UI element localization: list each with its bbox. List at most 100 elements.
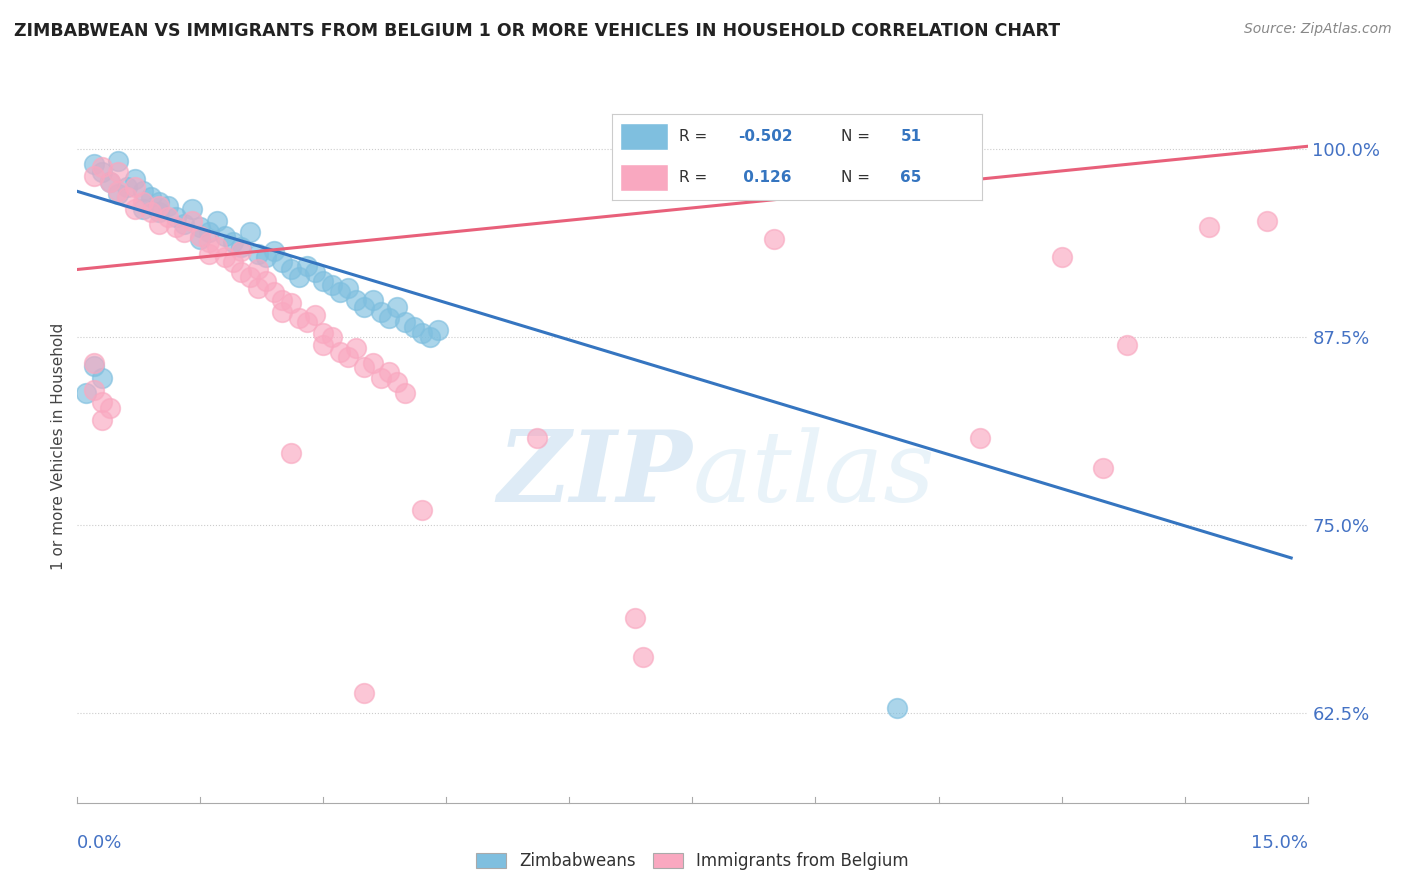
Point [124, 202, 146, 217]
Point [148, 199, 170, 213]
Point [90, 394, 114, 409]
Point [337, 350, 360, 364]
Point [1198, 220, 1220, 235]
Point [115, 179, 138, 194]
Point [83, 169, 105, 184]
Text: Source: ZipAtlas.com: Source: ZipAtlas.com [1244, 22, 1392, 37]
Point [344, 293, 367, 307]
Point [254, 251, 277, 265]
Point [353, 360, 375, 375]
Text: 0.0%: 0.0% [77, 834, 122, 852]
Point [370, 370, 392, 384]
Point [156, 199, 179, 213]
Point [385, 300, 409, 314]
Point [173, 218, 195, 232]
Text: 15.0%: 15.0% [1250, 834, 1308, 852]
Point [132, 202, 155, 217]
Point [231, 240, 253, 254]
Point [378, 365, 401, 379]
Point [124, 179, 146, 194]
Text: atlas: atlas [693, 427, 935, 522]
Point [98, 175, 121, 189]
Point [107, 187, 129, 202]
Point [1116, 337, 1139, 351]
Point [197, 235, 219, 250]
Point [321, 330, 343, 344]
Point [763, 232, 786, 246]
Point [181, 202, 204, 217]
Point [353, 686, 375, 700]
Point [526, 431, 548, 445]
Point [295, 315, 318, 329]
Point [1050, 251, 1073, 265]
Point [239, 270, 262, 285]
Point [205, 214, 228, 228]
Point [75, 385, 97, 400]
Point [633, 650, 655, 665]
Point [304, 308, 326, 322]
Point [271, 255, 294, 269]
Text: ZIP: ZIP [498, 426, 693, 523]
Point [321, 277, 343, 292]
Point [280, 446, 302, 460]
Point [188, 229, 212, 244]
Point [107, 185, 129, 199]
Point [280, 295, 302, 310]
Point [263, 285, 285, 299]
Point [83, 359, 105, 373]
Point [181, 214, 204, 228]
Point [263, 244, 285, 259]
Point [231, 265, 253, 279]
Point [288, 310, 311, 325]
Point [385, 375, 409, 389]
Point [280, 262, 302, 277]
Point [344, 341, 367, 355]
Point [394, 315, 416, 329]
Text: ZIMBABWEAN VS IMMIGRANTS FROM BELGIUM 1 OR MORE VEHICLES IN HOUSEHOLD CORRELATIO: ZIMBABWEAN VS IMMIGRANTS FROM BELGIUM 1 … [14, 22, 1060, 40]
Point [304, 265, 326, 279]
Point [222, 255, 245, 269]
Point [246, 280, 269, 294]
Point [90, 413, 114, 427]
Point [165, 220, 187, 235]
Point [107, 154, 129, 169]
Point [132, 194, 155, 209]
Point [173, 225, 195, 239]
Point [361, 293, 384, 307]
Point [254, 275, 277, 289]
Point [90, 161, 114, 175]
Point [197, 225, 219, 239]
Point [222, 235, 245, 250]
Point [141, 205, 163, 219]
Point [337, 280, 360, 294]
Point [156, 210, 179, 224]
Point [271, 293, 294, 307]
Point [107, 165, 129, 179]
Point [214, 251, 236, 265]
Point [402, 319, 425, 334]
Point [115, 190, 138, 204]
Point [188, 232, 212, 246]
Point [411, 503, 433, 517]
Point [886, 701, 908, 715]
Point [361, 356, 384, 370]
Point [90, 165, 114, 179]
Point [1091, 460, 1114, 475]
Point [188, 220, 212, 235]
Point [419, 330, 441, 344]
Point [394, 385, 416, 400]
Point [83, 383, 105, 397]
Point [98, 175, 121, 189]
Point [83, 157, 105, 171]
Point [246, 247, 269, 261]
Point [98, 401, 121, 415]
Point [214, 229, 236, 244]
Point [353, 300, 375, 314]
Point [378, 310, 401, 325]
Point [624, 611, 647, 625]
Point [288, 270, 311, 285]
Point [124, 172, 146, 186]
Point [148, 218, 170, 232]
Point [197, 247, 219, 261]
Y-axis label: 1 or more Vehicles in Household: 1 or more Vehicles in Household [51, 322, 66, 570]
